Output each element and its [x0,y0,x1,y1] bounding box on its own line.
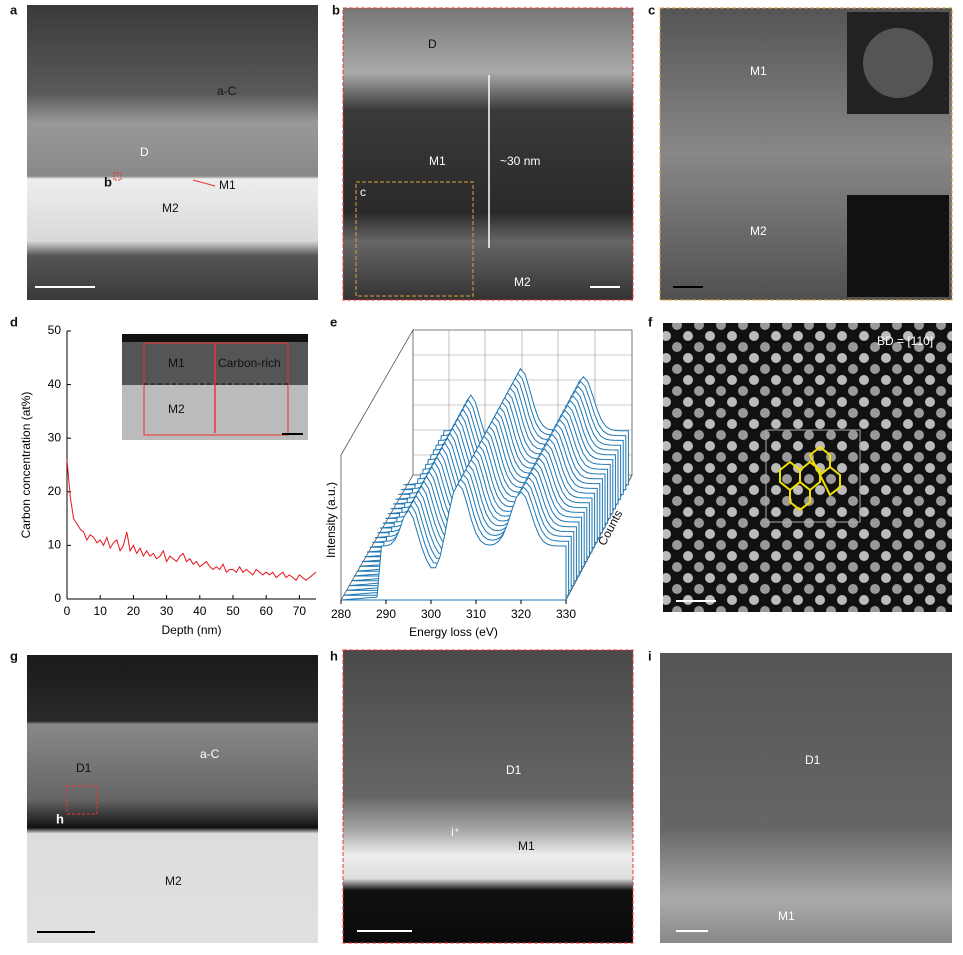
label: M1 [778,909,795,923]
x-tick-label: 20 [127,604,141,618]
image-b [342,7,634,301]
panel-letter: f [648,314,653,329]
inset-band [122,334,308,342]
spectrum [340,483,567,601]
label: D [140,145,149,159]
label: ~30 nm [500,154,540,168]
x-tick-label: 50 [226,604,240,618]
y-tick-label: 0 [54,591,61,605]
x-axis-label: Depth (nm) [161,623,221,637]
label: D1 [506,763,522,777]
y-tick-label: 10 [48,538,62,552]
inset-label: M1 [168,356,185,370]
label: M2 [750,224,767,238]
x-tick-label: 280 [331,607,351,621]
image-g [27,655,318,943]
image-a [27,5,318,300]
x-tick-label: 330 [556,607,576,621]
x-tick-label: 290 [376,607,396,621]
x-tick-label: 70 [293,604,307,618]
label: a-C [217,84,237,98]
y-tick-label: 20 [48,484,62,498]
panel-letter: h [330,648,338,663]
x-tick-label: 30 [160,604,174,618]
inset-box [143,342,289,436]
label: M1 [518,839,535,853]
label: h [56,811,64,826]
fft-ring [863,28,933,98]
label: a-C [200,747,220,761]
label: D1 [76,761,92,775]
panel-letter: c [648,2,655,17]
y-axis-label: Carbon concentration (at%) [19,392,33,539]
image-i [660,653,952,943]
x-axis-label: Energy loss (eV) [409,625,498,639]
panel-letter: i [648,648,652,663]
box [66,785,98,815]
panel-letter: g [10,648,18,663]
data-line [66,459,317,581]
y-tick-label: 40 [48,377,62,391]
y-tick-label: 50 [48,323,62,337]
inset-label: M2 [168,402,185,416]
box [113,172,122,181]
label: M1 [219,178,236,192]
label: M1 [429,154,446,168]
label: BD = [110] [877,334,933,348]
panel-letter: a [10,2,18,17]
inset-label: Carbon-rich [218,356,281,370]
label: c [360,185,366,199]
x-tick-label: 320 [511,607,531,621]
label: M2 [514,275,531,289]
x-tick-label: 10 [94,604,108,618]
x-tick-label: 40 [193,604,207,618]
label: D1 [805,753,821,767]
y-axis-label: Intensity (a.u.) [324,482,338,558]
pointer [192,179,216,187]
box [355,181,474,297]
fft-inset [847,195,949,297]
label: b [104,174,112,189]
atom-model [779,445,841,512]
x-tick-label: 300 [421,607,441,621]
label: M1 [750,64,767,78]
image-h [342,649,634,944]
label: i⁺ [451,825,460,839]
label: D [428,37,437,51]
image-f [663,323,952,612]
model-box [765,429,861,523]
chart-d: d M1 Carbon-rich M2 0 10 20 30 40 50 0 10 20 30 40… [10,314,317,637]
label: M2 [162,201,179,215]
label: M2 [165,874,182,888]
x-tick-label: 60 [260,604,274,618]
x-tick-label: 0 [64,604,71,618]
panel-letter: e [330,314,337,329]
x-tick-label: 310 [466,607,486,621]
panel-letter: b [332,2,340,17]
panel-letter: d [10,314,18,329]
y-tick-label: 30 [48,430,62,444]
